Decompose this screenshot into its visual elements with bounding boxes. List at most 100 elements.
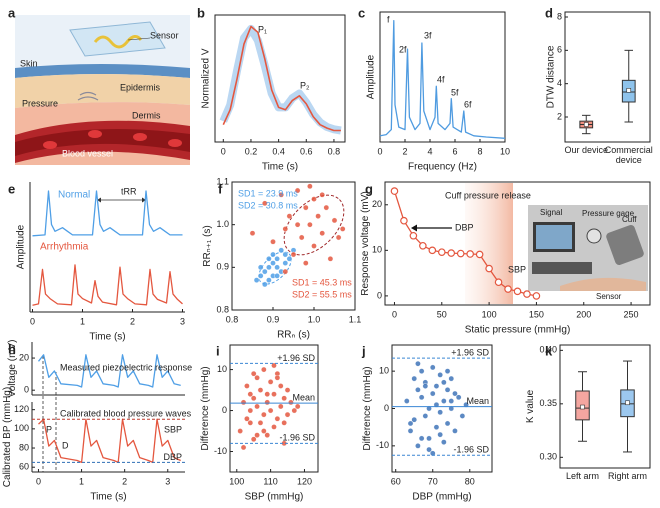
- x-tick-label: Left arm: [565, 471, 599, 481]
- illustration-label: Epidermis: [120, 82, 161, 92]
- blood-cell: [133, 133, 147, 141]
- x-tick-label: 2: [402, 146, 407, 156]
- data-point: [270, 260, 276, 266]
- reference-label: Mean: [292, 393, 315, 403]
- x-tick-label: 0: [377, 146, 382, 156]
- data-line: [379, 20, 506, 139]
- y-tick-label: 6: [557, 45, 562, 55]
- data-point: [302, 260, 309, 266]
- y-axis-label: DTW distance: [545, 45, 556, 108]
- data-point: [302, 204, 309, 211]
- y-tick-label: 60: [19, 462, 29, 472]
- data-point: [418, 435, 425, 442]
- annotation: Measured piezoelectric response: [60, 362, 192, 372]
- data-line: [32, 190, 183, 237]
- data-point: [266, 255, 272, 262]
- illustration-label: Skin: [20, 58, 38, 68]
- annotation: SD1 = 45.3 ms: [292, 277, 352, 287]
- x-tick-label: 100: [482, 309, 497, 319]
- data-point: [307, 183, 313, 190]
- panel-label: j: [361, 343, 366, 358]
- x-tick-label: 80: [465, 476, 475, 486]
- plot-frame: [564, 11, 651, 143]
- reference-label: -1.96 SD: [279, 433, 315, 443]
- blood-cell: [88, 130, 102, 138]
- data-point: [429, 450, 436, 457]
- y-tick-label: 20: [372, 199, 382, 209]
- data-point: [271, 391, 277, 397]
- data-point: [282, 260, 289, 266]
- data-point: [444, 420, 451, 427]
- mean-marker: [583, 122, 589, 127]
- data-point: [240, 444, 247, 451]
- y-axis-label: K value: [525, 389, 536, 423]
- y-tick-label: 10: [379, 366, 389, 376]
- annotation: 5f: [451, 87, 459, 97]
- data-point: [254, 374, 260, 381]
- data-point: [257, 420, 264, 426]
- epidermis-layer: [15, 74, 190, 108]
- x-tick-label: 50: [437, 309, 447, 319]
- y-axis-label: Calibrated BP (mmHg): [2, 387, 13, 487]
- data-point: [437, 248, 446, 256]
- data-point: [294, 221, 301, 228]
- x-tick-label: 3: [180, 316, 185, 326]
- annotation: P₁: [258, 24, 267, 34]
- x-tick-label: 200: [576, 309, 591, 319]
- pressure-ripple: [77, 91, 99, 101]
- panel-label: a: [8, 5, 16, 20]
- annotation: P: [46, 424, 52, 434]
- photo-cuff: [606, 225, 644, 265]
- annotation: P₂: [300, 80, 310, 90]
- data-point: [240, 399, 247, 406]
- annotation: 6f: [464, 99, 472, 109]
- y-axis-label: RRₙ₊₁ (s): [202, 225, 213, 267]
- x-axis-label: Time (s): [89, 332, 125, 343]
- photo-label: Signal: [540, 208, 562, 217]
- data-point: [253, 277, 260, 283]
- x-tick-label: 150: [529, 309, 544, 319]
- data-point: [433, 401, 440, 408]
- x-tick-label: 0.6: [300, 146, 313, 156]
- data-point: [475, 250, 484, 259]
- panel-label: k: [545, 343, 553, 358]
- x-tick-label: 0.2: [245, 146, 258, 156]
- x-tick-label: Our device: [564, 145, 609, 155]
- data-point: [298, 234, 305, 241]
- data-point: [494, 278, 503, 287]
- data-point: [532, 292, 541, 300]
- data-point: [400, 216, 408, 225]
- data-point: [281, 420, 287, 426]
- sd-ellipse: [283, 194, 345, 256]
- illustration-label: Dermis: [132, 110, 161, 120]
- data-point: [315, 213, 321, 219]
- x-tick-label: 3: [165, 476, 170, 486]
- data-point: [267, 407, 274, 414]
- y-tick-label: 2: [557, 111, 562, 121]
- annotation: DBP: [455, 222, 474, 232]
- plot-frame: [384, 181, 651, 306]
- data-point: [257, 273, 264, 279]
- release-zone: [465, 183, 513, 304]
- data-point: [278, 247, 285, 254]
- sensor-wire: [93, 35, 143, 49]
- sd-ellipse: [258, 251, 292, 285]
- plot-frame: [559, 344, 651, 469]
- plot-frame: [214, 14, 346, 143]
- y-axis-label: Difference (mmHg): [362, 366, 373, 450]
- panel-label: b: [197, 5, 205, 20]
- data-point: [433, 383, 440, 389]
- data-point: [319, 191, 326, 198]
- data-point: [441, 379, 447, 386]
- data-point: [266, 264, 272, 271]
- x-tick-label: 0.4: [272, 146, 285, 156]
- data-point: [319, 230, 326, 236]
- x-axis-label: RRₙ (s): [277, 330, 310, 341]
- y-tick-label: 80: [19, 442, 29, 452]
- annotation: f: [387, 14, 390, 24]
- y-tick-label: 10: [372, 245, 382, 255]
- reference-label: Mean: [466, 396, 489, 406]
- data-point: [247, 407, 254, 414]
- annotation: 3f: [424, 30, 432, 40]
- x-tick-label: 0: [392, 309, 397, 319]
